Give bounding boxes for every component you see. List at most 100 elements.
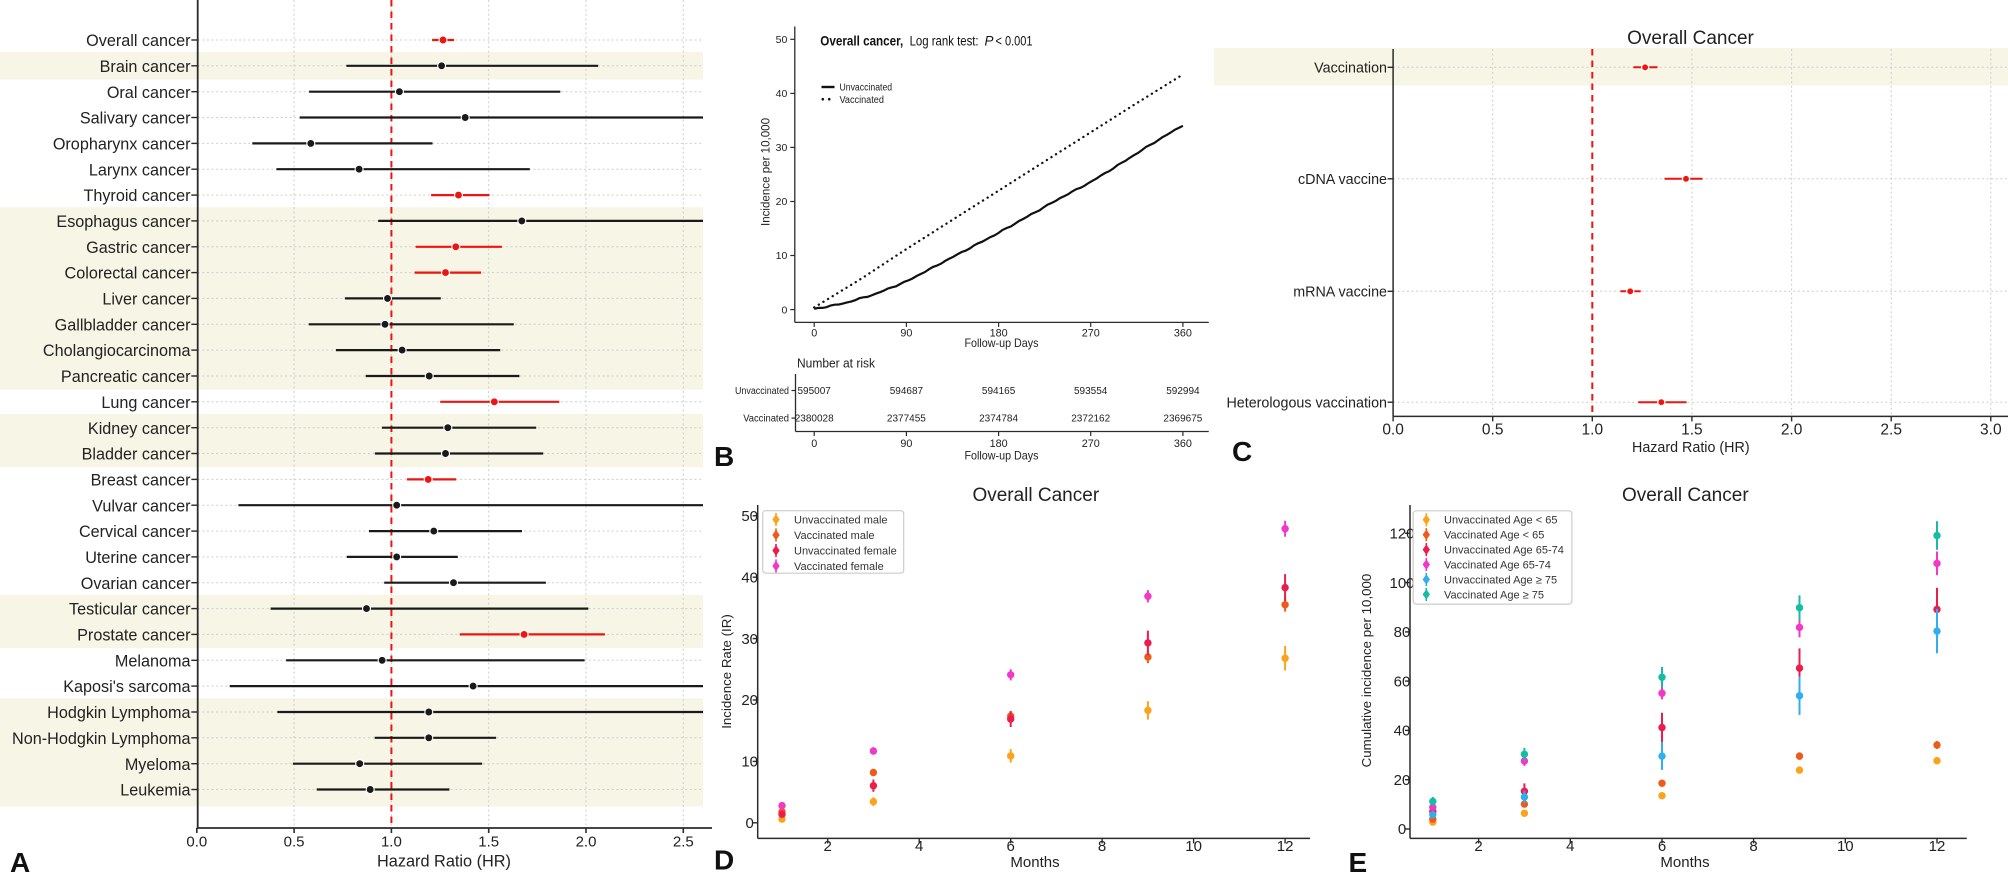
svg-text:Hazard Ratio (HR): Hazard Ratio (HR) (1632, 440, 1750, 456)
svg-text:Incidence per 10,000: Incidence per 10,000 (759, 118, 773, 226)
svg-text:Melanoma: Melanoma (115, 652, 191, 670)
svg-text:30: 30 (776, 142, 788, 154)
svg-text:Non-Hodgkin Lymphoma: Non-Hodgkin Lymphoma (12, 730, 190, 748)
svg-text:2.0: 2.0 (576, 834, 597, 851)
svg-text:8: 8 (1098, 838, 1106, 855)
svg-text:6: 6 (1007, 838, 1015, 855)
svg-text:Unvaccinated female: Unvaccinated female (794, 545, 897, 557)
svg-text:0.0: 0.0 (1382, 422, 1404, 439)
svg-text:Colorectal cancer: Colorectal cancer (65, 265, 192, 283)
svg-text:40: 40 (776, 88, 788, 100)
svg-text:Number at risk: Number at risk (797, 355, 875, 370)
svg-text:120: 120 (1389, 526, 1414, 543)
svg-text:0: 0 (1398, 821, 1406, 838)
svg-text:60: 60 (1394, 673, 1411, 690)
svg-text:594165: 594165 (982, 386, 1016, 397)
svg-text:Leukemia: Leukemia (120, 782, 190, 800)
svg-text:Vaccinated male: Vaccinated male (794, 530, 875, 542)
svg-text:Prostate cancer: Prostate cancer (77, 627, 191, 645)
svg-text:Gallbladder cancer: Gallbladder cancer (55, 316, 191, 334)
svg-text:Myeloma: Myeloma (125, 756, 191, 774)
svg-text:Overall cancer: Overall cancer (86, 32, 191, 50)
svg-text:Breast cancer: Breast cancer (91, 472, 191, 490)
svg-text:Vaccinated: Vaccinated (840, 95, 884, 106)
svg-text:0: 0 (781, 304, 787, 316)
svg-text:2.5: 2.5 (1880, 422, 1902, 439)
svg-text:0.5: 0.5 (284, 834, 305, 851)
svg-text:3.0: 3.0 (1980, 422, 2002, 439)
svg-text:10: 10 (741, 754, 758, 771)
svg-text:B: B (714, 441, 734, 472)
svg-text:Ovarian cancer: Ovarian cancer (81, 575, 191, 593)
svg-text:Overall cancer,: Overall cancer, (820, 33, 903, 48)
svg-text:Vaccinated Age ≥ 75: Vaccinated Age ≥ 75 (1444, 589, 1544, 601)
svg-text:Overall Cancer: Overall Cancer (1622, 485, 1749, 506)
svg-text:0: 0 (811, 438, 817, 450)
svg-text:2: 2 (1474, 838, 1482, 855)
svg-text:Kaposi's sarcoma: Kaposi's sarcoma (63, 678, 190, 696)
svg-text:Months: Months (1660, 854, 1709, 871)
svg-text:90: 90 (900, 327, 912, 339)
svg-text:A: A (10, 847, 30, 873)
svg-text:Pancreatic cancer: Pancreatic cancer (61, 368, 191, 386)
svg-text:Lung cancer: Lung cancer (101, 394, 191, 412)
svg-text:Larynx cancer: Larynx cancer (89, 161, 191, 179)
svg-text:12: 12 (1277, 838, 1294, 855)
svg-text:595007: 595007 (798, 386, 832, 397)
svg-text:270: 270 (1082, 438, 1100, 450)
svg-text:0.0: 0.0 (186, 834, 207, 851)
svg-text:Vaccinated female: Vaccinated female (794, 561, 884, 573)
svg-text:80: 80 (1394, 624, 1411, 641)
svg-text:90: 90 (900, 438, 912, 450)
svg-text:Cumulative incidence per 10,00: Cumulative incidence per 10,000 (1359, 574, 1374, 768)
svg-text:Gastric cancer: Gastric cancer (86, 239, 191, 257)
svg-text:20: 20 (741, 692, 758, 709)
svg-text:Oropharynx cancer: Oropharynx cancer (53, 136, 191, 154)
svg-text:30: 30 (741, 631, 758, 648)
svg-text:Overall Cancer: Overall Cancer (1627, 28, 1754, 49)
svg-text:2374784: 2374784 (979, 414, 1018, 425)
svg-text:Testicular cancer: Testicular cancer (69, 601, 191, 619)
svg-text:270: 270 (1082, 327, 1100, 339)
svg-text:Hodgkin Lymphoma: Hodgkin Lymphoma (47, 704, 190, 722)
svg-text:E: E (1349, 847, 1368, 873)
svg-text:Unvaccinated Age < 65: Unvaccinated Age < 65 (1444, 515, 1557, 527)
svg-text:< 0.001: < 0.001 (996, 33, 1033, 48)
svg-text:2377455: 2377455 (887, 414, 926, 425)
svg-text:360: 360 (1174, 438, 1192, 450)
svg-text:Vulvar cancer: Vulvar cancer (92, 497, 191, 515)
svg-text:0: 0 (811, 327, 817, 339)
svg-text:C: C (1232, 436, 1252, 467)
svg-text:Uterine cancer: Uterine cancer (85, 549, 191, 567)
svg-text:Thyroid cancer: Thyroid cancer (83, 187, 191, 205)
svg-text:cDNA vaccine: cDNA vaccine (1298, 172, 1387, 188)
svg-text:Cervical cancer: Cervical cancer (79, 523, 191, 541)
svg-text:P: P (985, 33, 994, 48)
svg-text:12: 12 (1929, 838, 1946, 855)
svg-text:Unvaccinated Age 65-74: Unvaccinated Age 65-74 (1444, 545, 1564, 557)
svg-text:20: 20 (1394, 772, 1411, 789)
svg-text:Follow-up Days: Follow-up Days (965, 336, 1039, 350)
svg-text:100: 100 (1389, 575, 1414, 592)
svg-text:Vaccinated: Vaccinated (743, 414, 789, 425)
svg-text:1.5: 1.5 (478, 834, 499, 851)
svg-text:50: 50 (776, 34, 788, 46)
svg-text:Cholangiocarcinoma: Cholangiocarcinoma (43, 342, 191, 360)
svg-text:10: 10 (776, 250, 788, 262)
svg-text:D: D (714, 845, 734, 873)
svg-text:50: 50 (741, 508, 758, 525)
svg-text:Oral cancer: Oral cancer (107, 84, 191, 102)
svg-text:Kidney cancer: Kidney cancer (88, 420, 191, 438)
svg-text:Heterologous vaccination: Heterologous vaccination (1226, 395, 1387, 411)
svg-text:180: 180 (990, 327, 1008, 339)
svg-text:Vaccination: Vaccination (1314, 61, 1387, 77)
svg-text:593554: 593554 (1074, 386, 1108, 397)
svg-text:Unvaccinated male: Unvaccinated male (794, 514, 888, 526)
svg-text:Unvaccinated Age ≥ 75: Unvaccinated Age ≥ 75 (1444, 574, 1557, 586)
svg-text:8: 8 (1749, 838, 1757, 855)
svg-text:Liver cancer: Liver cancer (102, 291, 191, 309)
svg-text:2369675: 2369675 (1163, 414, 1202, 425)
svg-text:Brain cancer: Brain cancer (100, 58, 191, 76)
svg-text:Hazard Ratio (HR): Hazard Ratio (HR) (377, 853, 511, 871)
svg-text:Bladder cancer: Bladder cancer (82, 446, 191, 464)
